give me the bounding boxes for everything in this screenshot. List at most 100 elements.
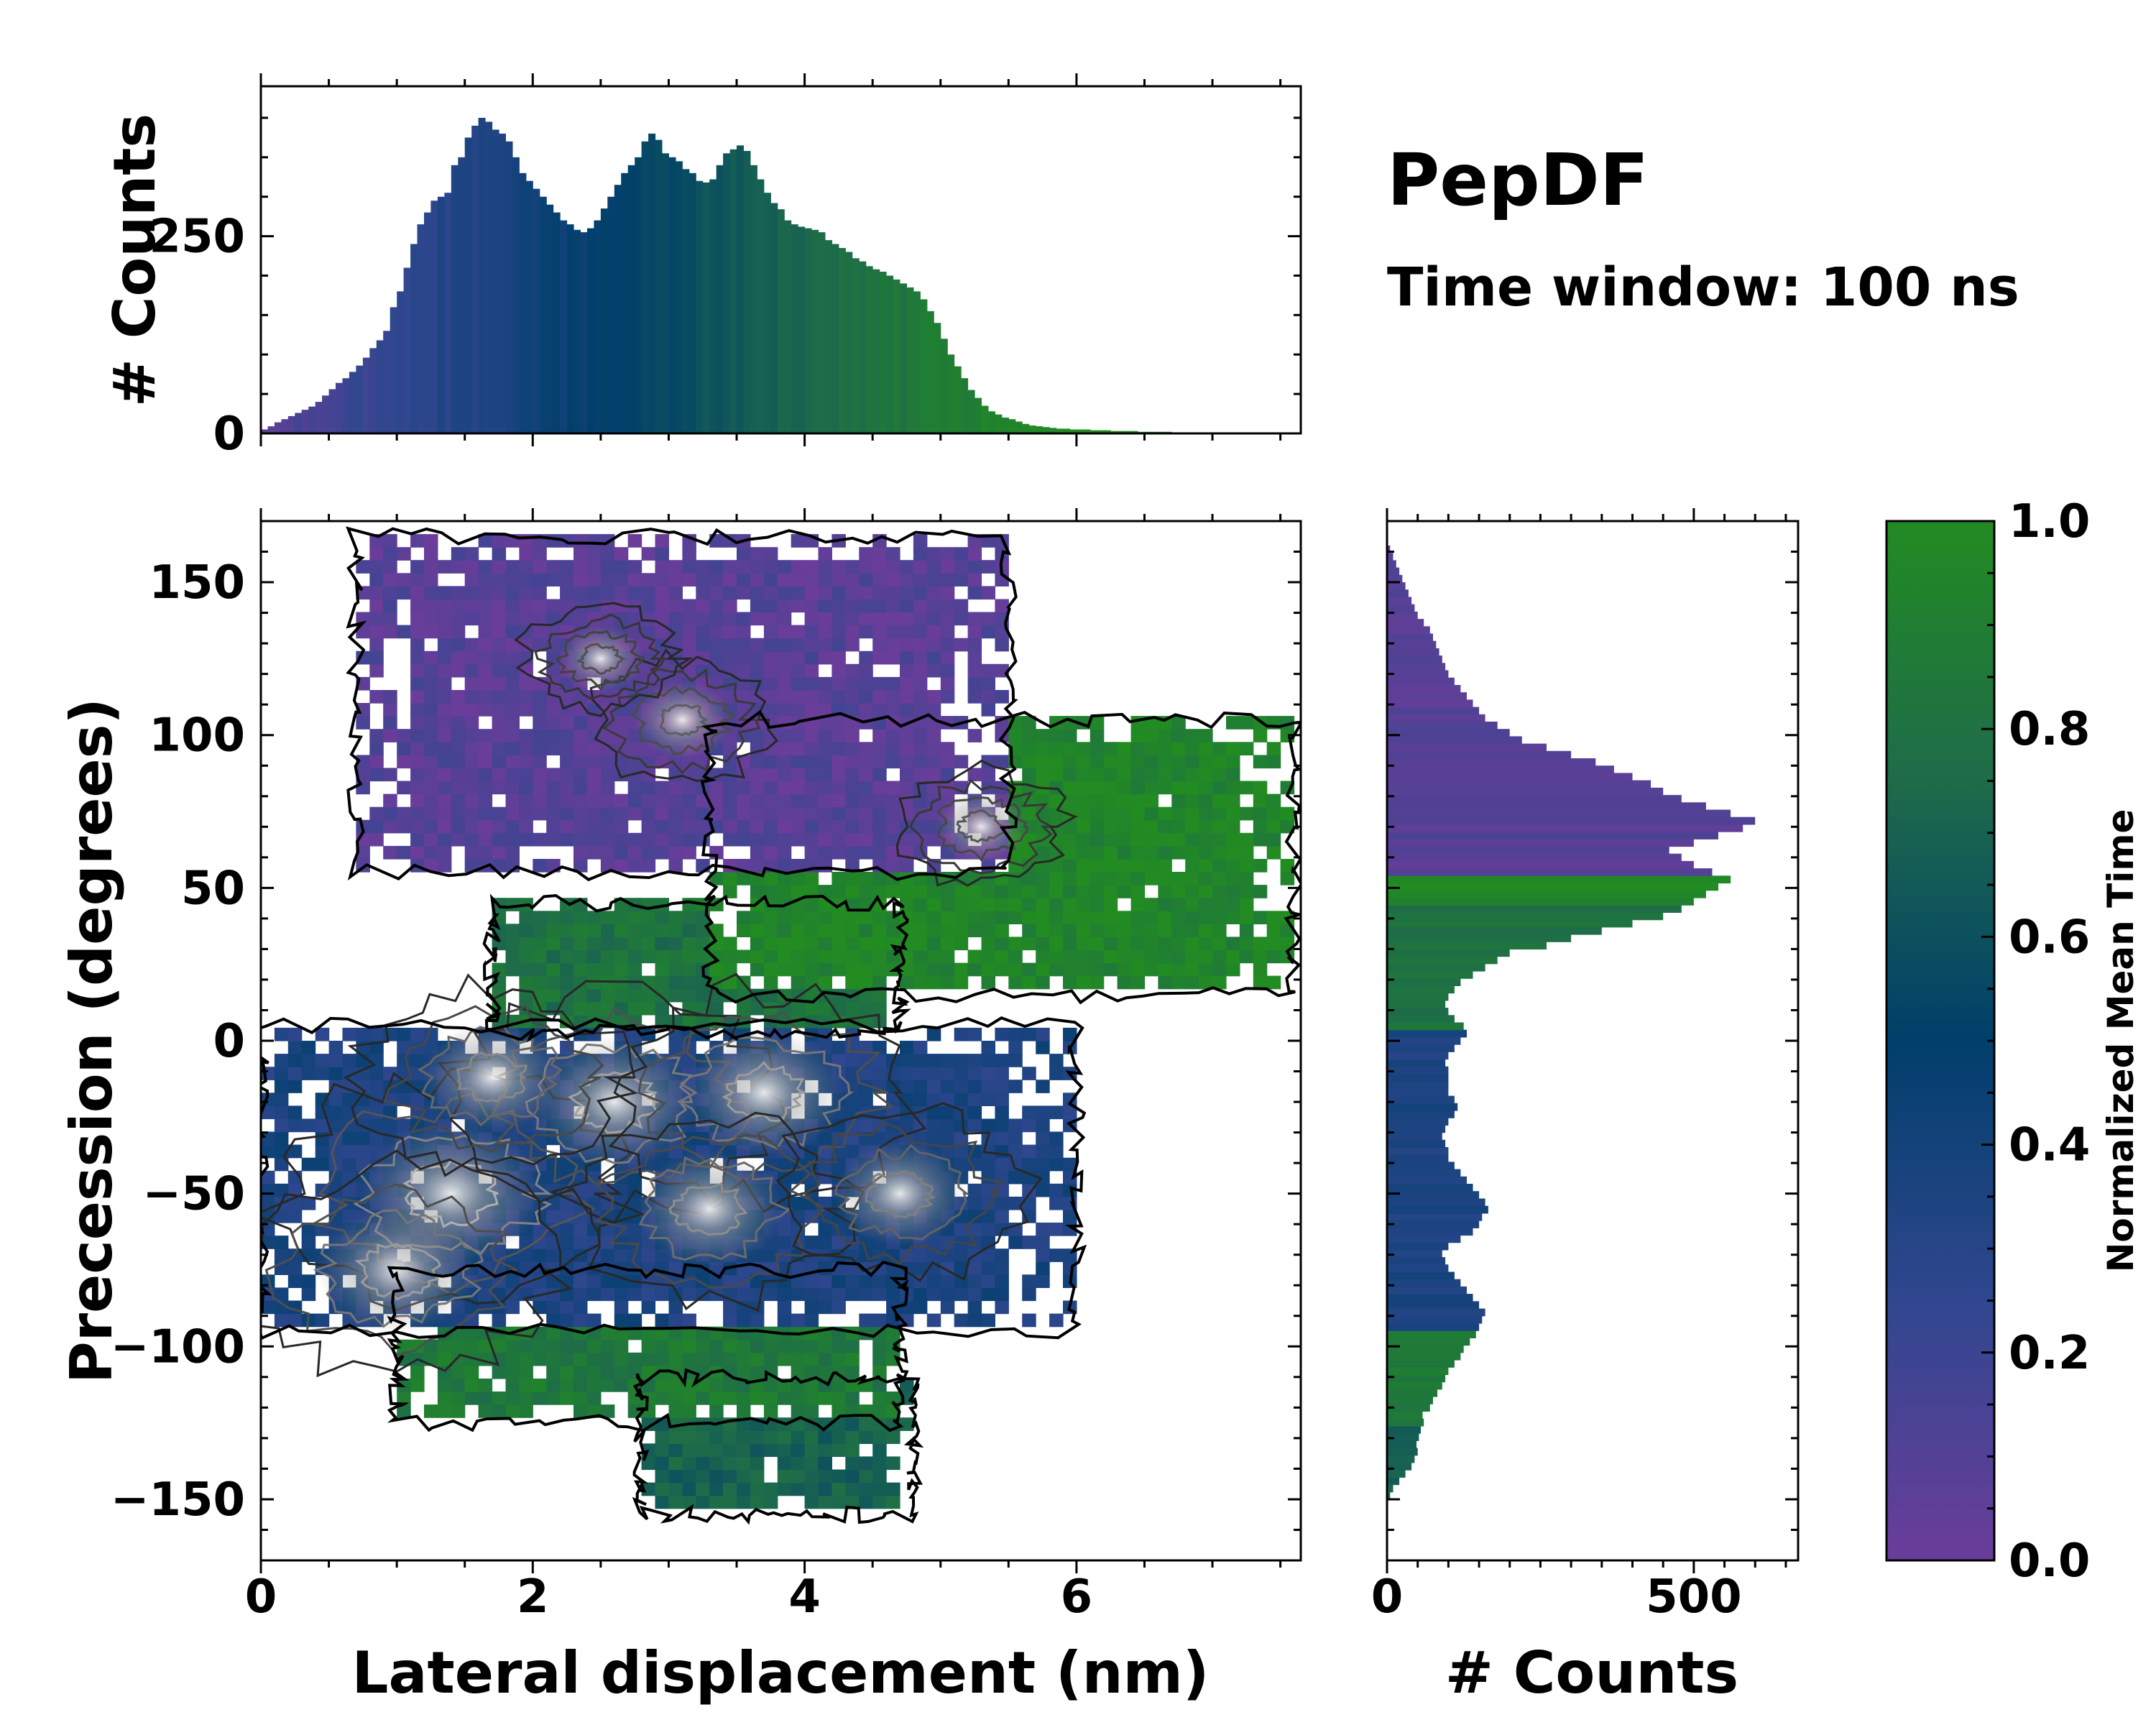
- heatmap-cell: [791, 885, 806, 898]
- heatmap-cell: [1253, 911, 1268, 924]
- heatmap-cell: [397, 1027, 411, 1041]
- heatmap-cell: [682, 911, 696, 924]
- heatmap-cell: [709, 1469, 724, 1484]
- heatmap-cell: [995, 638, 1009, 652]
- heatmap-cell: [1076, 768, 1091, 782]
- heatmap-cell: [1036, 949, 1050, 964]
- heatmap-cell: [369, 650, 384, 665]
- heatmap-cell: [926, 1131, 941, 1146]
- heatmap-cell: [791, 794, 806, 808]
- colorbar-tick-label: 1.0: [2009, 495, 2090, 548]
- heatmap-cell: [505, 703, 520, 717]
- heatmap-cell: [287, 1105, 303, 1120]
- heatmap-cell: [519, 586, 533, 600]
- density-contour: [343, 973, 638, 1177]
- heatmap-cell: [451, 560, 466, 574]
- heatmap-cell: [791, 949, 806, 964]
- heatmap-cell: [845, 1054, 860, 1067]
- heatmap-cell: [560, 1014, 574, 1029]
- heatmap-cell: [872, 1274, 887, 1288]
- top-histogram-bar: [308, 406, 316, 433]
- heatmap-cell: [750, 1326, 765, 1340]
- heatmap-cell: [1036, 1274, 1050, 1288]
- heatmap-cell: [1239, 716, 1254, 730]
- heatmap-cell: [845, 924, 860, 937]
- heatmap-cell: [696, 625, 710, 639]
- heatmap-cell: [424, 742, 438, 755]
- heatmap-cell: [546, 1365, 561, 1379]
- heatmap-cell: [926, 781, 941, 795]
- heatmap-cell: [437, 1392, 452, 1405]
- heatmap-cell: [328, 1054, 344, 1067]
- heatmap-cell: [505, 1352, 520, 1366]
- heatmap-cell: [859, 832, 873, 847]
- heatmap-cell: [655, 1443, 669, 1457]
- heatmap-cell: [424, 650, 438, 665]
- heatmap-cell: [533, 1392, 547, 1405]
- heatmap-cell: [614, 832, 629, 847]
- heatmap-cell: [464, 794, 479, 808]
- heatmap-cell: [1049, 1105, 1064, 1120]
- heatmap-cell: [397, 1118, 411, 1133]
- heatmap-cell: [872, 1067, 887, 1080]
- heatmap-cell: [791, 638, 806, 652]
- heatmap-cell: [723, 962, 737, 977]
- heatmap-cell: [791, 1196, 806, 1210]
- heatmap-cell: [342, 1131, 356, 1146]
- heatmap-cell: [641, 1352, 656, 1366]
- heatmap-cell: [261, 1144, 275, 1159]
- heatmap-cell: [967, 1183, 982, 1197]
- right-histogram-bar: [1387, 853, 1682, 862]
- heatmap-cell: [723, 872, 737, 886]
- heatmap-cell: [1117, 845, 1132, 860]
- right-histogram-bar: [1387, 1088, 1449, 1097]
- heatmap-cell: [682, 1014, 696, 1029]
- heatmap-cell: [641, 547, 656, 561]
- heatmap-cell: [1226, 949, 1240, 964]
- right-histogram-bar: [1387, 1154, 1449, 1162]
- heatmap-cell: [1130, 768, 1146, 782]
- heatmap-cell: [600, 924, 615, 937]
- heatmap-cell: [655, 1339, 669, 1353]
- heatmap-cell: [627, 1287, 642, 1302]
- heatmap-cell: [1103, 781, 1118, 795]
- heatmap-cell: [587, 924, 602, 937]
- heatmap-cell: [995, 690, 1009, 704]
- heatmap-cell: [872, 650, 887, 665]
- heatmap-cell: [872, 1379, 887, 1392]
- heatmap-cell: [845, 911, 860, 924]
- heatmap-cell: [627, 962, 642, 977]
- heatmap-cell: [478, 676, 493, 691]
- right-histogram-bar: [1387, 1323, 1480, 1331]
- heatmap-cell: [301, 1054, 316, 1067]
- heatmap-cell: [478, 638, 493, 652]
- heatmap-cell: [546, 1326, 561, 1340]
- heatmap-cell: [682, 819, 696, 834]
- heatmap-cell: [1158, 859, 1172, 873]
- heatmap-cell: [533, 599, 547, 613]
- heatmap-cell: [533, 573, 547, 586]
- heatmap-cell: [328, 1092, 344, 1106]
- heatmap-cell: [641, 794, 656, 808]
- heatmap-cell: [587, 586, 602, 600]
- heatmap-cell: [1063, 885, 1077, 898]
- heatmap-cell: [872, 845, 887, 860]
- heatmap-cell: [451, 806, 466, 821]
- right-histogram-bar: [1387, 750, 1572, 759]
- top-histogram-bar: [743, 151, 751, 433]
- top-histogram-bar: [702, 182, 710, 433]
- top-histogram-bar: [451, 165, 459, 433]
- heatmap-cell: [940, 547, 955, 561]
- heatmap-cell: [437, 806, 452, 821]
- heatmap-cell: [464, 650, 479, 665]
- heatmap-cell: [750, 832, 765, 847]
- heatmap-cell: [763, 1495, 778, 1509]
- heatmap-cell: [600, 988, 615, 1003]
- heatmap-cell: [872, 1392, 887, 1405]
- heatmap-cell: [519, 612, 533, 626]
- heatmap-cell: [478, 650, 493, 665]
- heatmap-cell: [900, 781, 914, 795]
- colorbar-gradient: [1885, 520, 1996, 1562]
- heatmap-cell: [872, 794, 887, 808]
- top-histogram-bar: [947, 354, 955, 433]
